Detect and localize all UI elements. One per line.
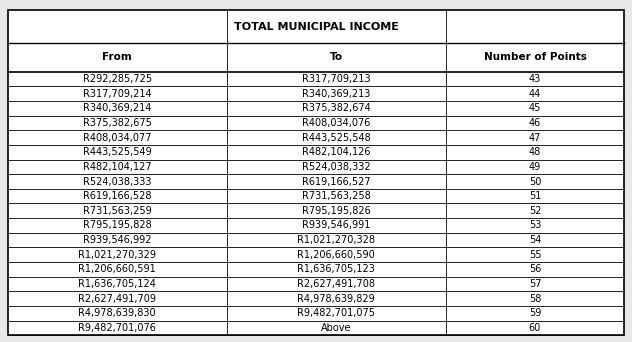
- Text: 43: 43: [529, 74, 541, 84]
- Text: R2,627,491,708: R2,627,491,708: [297, 279, 375, 289]
- Text: R1,021,270,328: R1,021,270,328: [297, 235, 375, 245]
- Text: 58: 58: [529, 293, 541, 304]
- Text: R408,034,076: R408,034,076: [302, 118, 370, 128]
- Text: R795,195,826: R795,195,826: [301, 206, 370, 216]
- Text: 60: 60: [529, 323, 541, 333]
- Text: R340,369,214: R340,369,214: [83, 103, 151, 114]
- Text: R1,206,660,590: R1,206,660,590: [297, 250, 375, 260]
- Text: R9,482,701,076: R9,482,701,076: [78, 323, 156, 333]
- Text: R482,104,126: R482,104,126: [302, 147, 370, 157]
- Text: R2,627,491,709: R2,627,491,709: [78, 293, 156, 304]
- Text: R1,636,705,124: R1,636,705,124: [78, 279, 156, 289]
- Text: R731,563,259: R731,563,259: [83, 206, 152, 216]
- Text: 44: 44: [529, 89, 541, 99]
- Text: R408,034,077: R408,034,077: [83, 133, 151, 143]
- Text: 53: 53: [529, 221, 541, 231]
- Text: R340,369,213: R340,369,213: [302, 89, 370, 99]
- Text: 46: 46: [529, 118, 541, 128]
- Text: R1,206,660,591: R1,206,660,591: [78, 264, 156, 274]
- Text: From: From: [102, 52, 132, 62]
- Text: 54: 54: [529, 235, 541, 245]
- Text: R317,709,213: R317,709,213: [301, 74, 370, 84]
- Text: R375,382,674: R375,382,674: [301, 103, 370, 114]
- Text: R4,978,639,830: R4,978,639,830: [78, 308, 156, 318]
- Text: 52: 52: [529, 206, 541, 216]
- Text: R375,382,675: R375,382,675: [83, 118, 152, 128]
- Text: R524,038,333: R524,038,333: [83, 176, 151, 186]
- Text: R731,563,258: R731,563,258: [301, 191, 370, 201]
- Text: R443,525,548: R443,525,548: [301, 133, 370, 143]
- Text: R619,166,527: R619,166,527: [301, 176, 370, 186]
- Text: R1,636,705,123: R1,636,705,123: [297, 264, 375, 274]
- Text: TOTAL MUNICIPAL INCOME: TOTAL MUNICIPAL INCOME: [234, 22, 398, 31]
- Text: Number of Points: Number of Points: [483, 52, 586, 62]
- Text: 51: 51: [529, 191, 541, 201]
- Text: 47: 47: [529, 133, 541, 143]
- Text: Above: Above: [321, 323, 351, 333]
- Text: R1,021,270,329: R1,021,270,329: [78, 250, 156, 260]
- Text: R619,166,528: R619,166,528: [83, 191, 151, 201]
- Text: R4,978,639,829: R4,978,639,829: [297, 293, 375, 304]
- Text: R482,104,127: R482,104,127: [83, 162, 152, 172]
- Text: 57: 57: [529, 279, 541, 289]
- Text: 50: 50: [529, 176, 541, 186]
- Text: R317,709,214: R317,709,214: [83, 89, 152, 99]
- Text: R443,525,549: R443,525,549: [83, 147, 152, 157]
- Text: 45: 45: [529, 103, 541, 114]
- Text: R524,038,332: R524,038,332: [301, 162, 370, 172]
- Text: 59: 59: [529, 308, 541, 318]
- Text: 56: 56: [529, 264, 541, 274]
- Text: R9,482,701,075: R9,482,701,075: [297, 308, 375, 318]
- Text: To: To: [329, 52, 343, 62]
- Text: 49: 49: [529, 162, 541, 172]
- Text: R939,546,991: R939,546,991: [302, 221, 370, 231]
- Text: R292,285,725: R292,285,725: [83, 74, 152, 84]
- Text: R795,195,828: R795,195,828: [83, 221, 152, 231]
- Text: R939,546,992: R939,546,992: [83, 235, 151, 245]
- Text: 48: 48: [529, 147, 541, 157]
- Text: 55: 55: [529, 250, 541, 260]
